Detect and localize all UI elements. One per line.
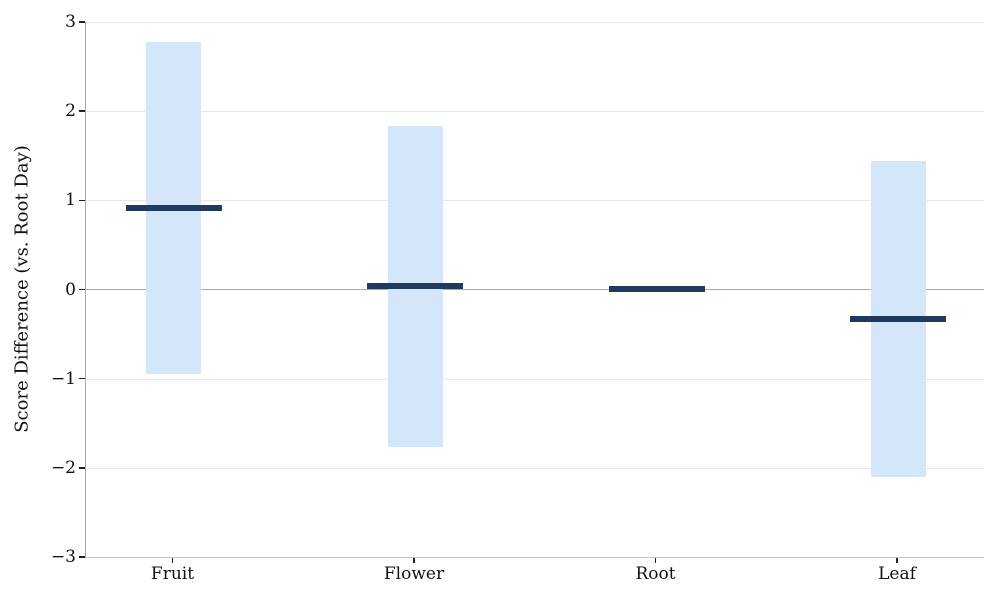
gridline [86, 200, 984, 202]
x-tick-label: Root [635, 564, 676, 584]
x-tick-mark [896, 558, 898, 563]
mean-line [367, 282, 463, 289]
y-tick-mark [79, 288, 85, 291]
y-tick-mark [79, 467, 85, 469]
x-tick-mark [171, 558, 174, 563]
y-tick-mark [79, 199, 85, 202]
plot-area [85, 22, 984, 558]
y-tick-label: −2 [50, 457, 76, 478]
y-tick-label: −3 [50, 547, 76, 567]
mean-line [125, 205, 222, 212]
x-tick-mark [654, 558, 657, 563]
zero-line [86, 288, 984, 291]
y-tick-mark [79, 21, 85, 23]
y-tick-mark [79, 377, 85, 380]
y-tick-mark [79, 110, 85, 112]
y-tick-mark [79, 556, 85, 558]
mean-line [850, 315, 946, 322]
gridline [86, 111, 984, 113]
x-tick-mark [413, 558, 415, 563]
gridline [86, 378, 984, 380]
gridline [86, 22, 984, 23]
gridline [86, 467, 984, 469]
mean-line [608, 285, 705, 292]
y-tick-label: −1 [50, 368, 76, 389]
y-tick-label: 0 [65, 279, 76, 300]
y-tick-label: 3 [65, 12, 76, 32]
x-tick-label: Flower [383, 564, 445, 584]
y-tick-label: 2 [65, 101, 76, 122]
x-tick-label: Fruit [150, 564, 195, 584]
y-tick-label: 1 [65, 190, 76, 211]
x-tick-label: Leaf [878, 564, 916, 584]
